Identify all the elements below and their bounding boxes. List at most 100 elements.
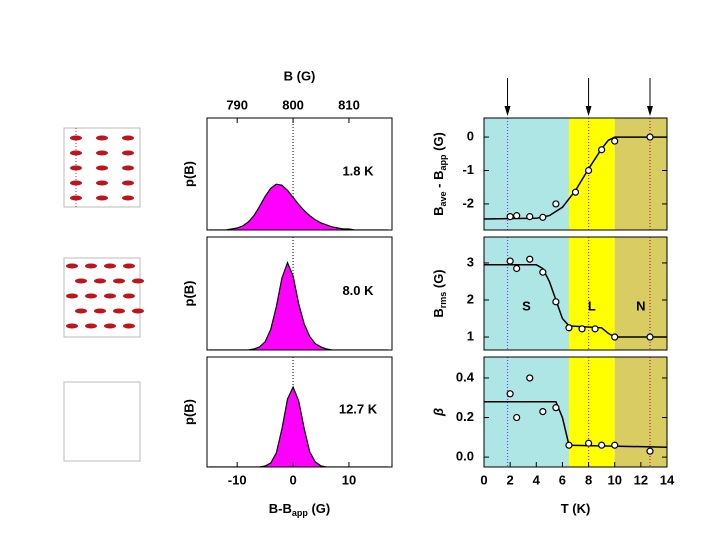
x2-tick-label: 790 (226, 97, 248, 112)
arrow-head (504, 106, 511, 116)
vortex (94, 308, 106, 314)
region-label: S (522, 298, 531, 313)
phase-region (614, 237, 667, 350)
phase-region (568, 357, 615, 467)
vortex (66, 263, 78, 269)
x-tick-label: 6 (559, 472, 566, 487)
data-point (513, 264, 521, 273)
vortex (104, 263, 116, 269)
data-point (584, 166, 593, 175)
vortex (75, 278, 87, 284)
y-axis-label: β (431, 408, 446, 417)
vortex (96, 135, 108, 141)
x-tick-label: 10 (342, 472, 356, 487)
x-tick-label: 0 (289, 472, 296, 487)
data-point (526, 213, 534, 221)
panel-frame (483, 236, 668, 351)
plot-area (484, 118, 667, 230)
data-point (552, 200, 560, 208)
region-label: N (636, 298, 645, 313)
x-axis-label-part: T (K) (561, 501, 591, 516)
x2-axis-label: B (G) (284, 68, 316, 83)
distribution (209, 385, 389, 467)
vortex (122, 180, 134, 186)
arrow-head (647, 106, 654, 116)
panel-frame (206, 356, 393, 468)
vortex (122, 165, 134, 171)
y-tick-label: 0.2 (456, 409, 474, 424)
data-point (646, 447, 654, 455)
data-point (506, 390, 514, 398)
y-tick-label: 0.4 (456, 369, 475, 384)
x-tick-label: 10 (607, 472, 621, 487)
data-point (565, 324, 573, 332)
data-point (506, 257, 514, 265)
x-axis-label: B-Bapp (G) (269, 501, 331, 518)
plot-area (209, 118, 389, 230)
data-point (611, 441, 619, 449)
temperature-label: 8.0 K (342, 283, 374, 298)
vortex (122, 150, 134, 156)
x-axis-label-part: app (292, 508, 309, 518)
data-point (611, 333, 619, 341)
data-point (611, 137, 619, 145)
temperature-label: 12.7 K (339, 401, 378, 416)
vortex (113, 278, 125, 284)
y-axis-label-part: - B (431, 171, 446, 192)
vortex (70, 180, 82, 186)
x-tick-label: 8 (585, 472, 592, 487)
fit-line (484, 264, 667, 338)
x2-tick-label: 810 (338, 97, 360, 112)
data-point (539, 268, 547, 276)
x-tick-label: 4 (533, 472, 541, 487)
phase-region (484, 357, 569, 467)
panel-frame (483, 356, 668, 468)
vortex (104, 323, 116, 329)
data-point (591, 325, 599, 333)
data-point (539, 408, 547, 416)
data-point (578, 325, 586, 333)
vortex (123, 293, 135, 299)
plot-area (484, 357, 667, 467)
data-point (552, 298, 560, 306)
data-point (506, 213, 514, 221)
x-tick-label: 2 (507, 472, 514, 487)
x-tick-label: 12 (634, 472, 648, 487)
vortex (85, 293, 97, 299)
y-tick-label: 3 (467, 254, 474, 269)
vortex (104, 293, 116, 299)
lattice-box (63, 381, 141, 462)
panel-frame (206, 117, 393, 231)
y-axis-label: p(B) (181, 281, 196, 307)
distribution (209, 183, 389, 230)
x-tick-label: 14 (660, 472, 675, 487)
vortex (96, 150, 108, 156)
y-tick-label: 0 (467, 128, 474, 143)
vortex (132, 308, 144, 314)
vortex (96, 165, 108, 171)
x-axis-label-part: B-B (269, 501, 292, 516)
vortex (85, 323, 97, 329)
vortex (66, 293, 78, 299)
x-axis-label: T (K) (561, 501, 591, 516)
vortex (122, 135, 134, 141)
phase-region (484, 237, 569, 350)
y-axis-label: p(B) (181, 399, 196, 425)
y-axis-label: Bave - Bapp (G) (431, 132, 448, 216)
y-tick-label: 0.0 (456, 449, 474, 464)
y-axis-label-part: app (438, 154, 448, 171)
temperature-label: 1.8 K (342, 163, 374, 178)
vortex (66, 323, 78, 329)
arrow-head (585, 106, 592, 116)
data-point (571, 188, 580, 196)
y-axis-label-part: rms (438, 292, 448, 309)
y-axis-label-part: ave (438, 191, 448, 206)
vortex (96, 195, 108, 201)
data-point (539, 213, 547, 221)
plot-area (484, 237, 667, 350)
data-point (646, 133, 654, 141)
x-tick-label: 0 (480, 472, 487, 487)
panel-frame (206, 236, 393, 351)
y-tick-label: -1 (462, 162, 474, 177)
